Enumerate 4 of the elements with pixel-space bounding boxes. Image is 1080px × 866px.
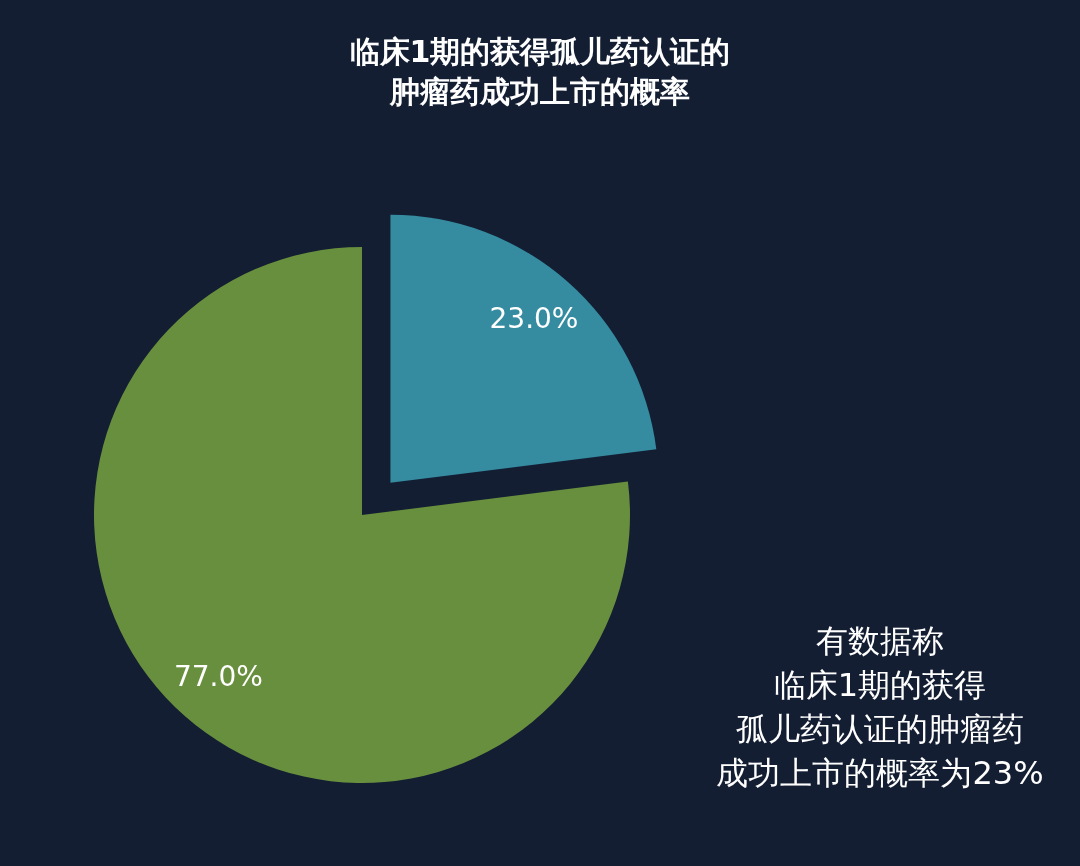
data-label: 23.0% (489, 301, 579, 335)
text: 有数据称临床1期的获得孤儿药认证的肿瘤药成功上市的概率为23% (716, 622, 1044, 792)
chart-title: 临床1期的获得孤儿药认证的肿瘤药成功上市的概率 (349, 34, 731, 109)
data-label: 77.0% (173, 659, 263, 693)
